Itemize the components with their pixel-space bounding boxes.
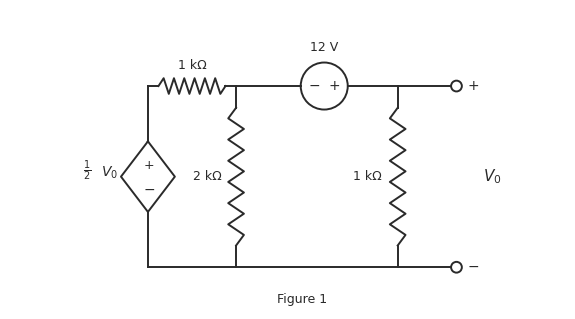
Text: $V_0$: $V_0$ [101, 165, 118, 181]
Text: Figure 1: Figure 1 [277, 293, 327, 306]
Text: 1 kΩ: 1 kΩ [353, 170, 382, 183]
Text: 2 kΩ: 2 kΩ [193, 170, 221, 183]
Text: +: + [144, 160, 155, 172]
Text: −: − [144, 182, 155, 197]
Text: +: + [328, 79, 340, 93]
Text: −: − [467, 260, 479, 274]
Text: 1 kΩ: 1 kΩ [178, 59, 206, 72]
Text: +: + [467, 79, 479, 93]
Text: $V_0$: $V_0$ [484, 167, 502, 186]
Circle shape [451, 262, 462, 273]
Text: 12 V: 12 V [310, 41, 338, 54]
Text: −: − [309, 79, 320, 93]
Circle shape [451, 81, 462, 92]
Text: $\frac{1}{2}$: $\frac{1}{2}$ [83, 159, 91, 183]
